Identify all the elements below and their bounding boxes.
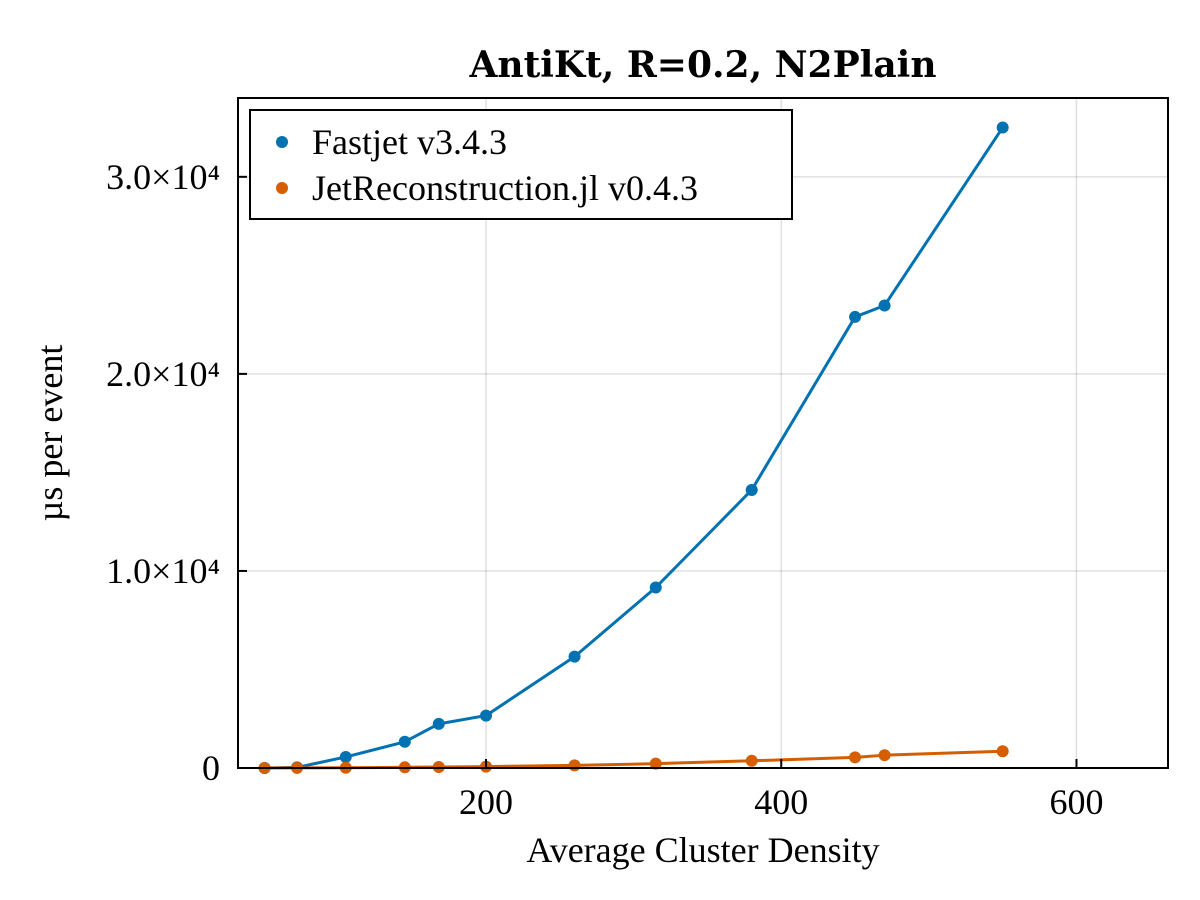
series-line <box>264 126 1004 770</box>
data-point <box>432 717 445 730</box>
data-point <box>398 735 411 748</box>
data-point <box>568 650 581 663</box>
plot-series <box>258 121 1009 774</box>
y-tick-label: 1.0×10⁴ <box>106 551 220 591</box>
data-point <box>339 750 352 763</box>
legend-label-fastjet: Fastjet v3.4.3 <box>312 122 507 162</box>
data-point <box>745 483 758 496</box>
x-tick-label: 600 <box>1049 782 1103 822</box>
x-tick-label: 400 <box>754 782 808 822</box>
x-axis-label: Average Cluster Density <box>526 830 879 870</box>
data-point <box>649 757 662 770</box>
data-point <box>849 751 862 764</box>
data-point <box>996 121 1009 134</box>
legend-marker-fastjet <box>276 136 288 148</box>
data-point <box>568 759 581 772</box>
data-point <box>996 745 1009 758</box>
y-axis-label: µs per event <box>30 345 70 522</box>
x-tick-label: 200 <box>459 782 513 822</box>
data-point <box>745 754 758 767</box>
data-point <box>878 299 891 312</box>
axis-ticks: 200 400 600 0 1.0×10⁴ 2.0×10⁴ 3.0×10⁴ <box>106 157 1103 822</box>
legend-marker-jetreconstruction <box>276 182 288 194</box>
plot-frame <box>237 97 1169 769</box>
legend-box <box>249 109 793 220</box>
data-point <box>878 749 891 762</box>
y-tick-label: 0 <box>202 748 220 788</box>
y-tick-label: 2.0×10⁴ <box>106 354 220 394</box>
series-line <box>264 749 1003 770</box>
data-point <box>480 709 492 722</box>
legend: Fastjet v3.4.3 JetReconstruction.jl v0.4… <box>249 109 793 220</box>
data-point <box>849 310 862 323</box>
legend-label-jetreconstruction: JetReconstruction.jl v0.4.3 <box>312 168 698 208</box>
y-tick-label: 3.0×10⁴ <box>106 157 220 197</box>
data-point <box>649 581 662 594</box>
chart-title: AntiKt, R=0.2, N2Plain <box>468 44 936 86</box>
